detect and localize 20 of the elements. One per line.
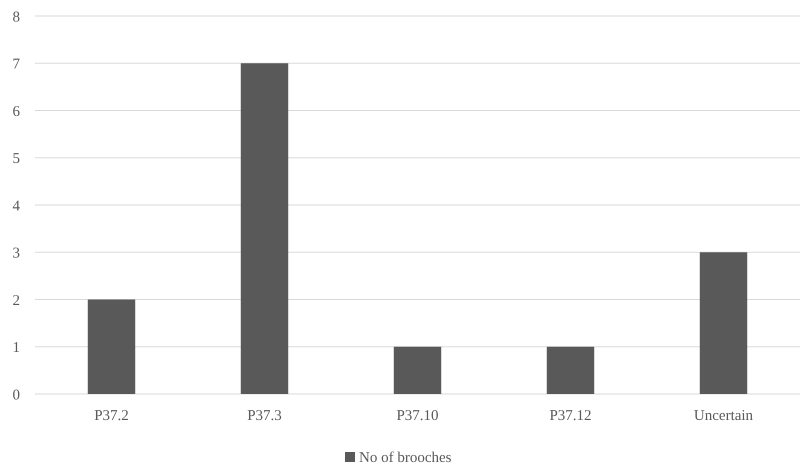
- y-tick-label: 0: [12, 387, 20, 404]
- y-tick-label: 7: [12, 56, 20, 72]
- x-tick-label: P37.12: [549, 408, 592, 424]
- y-tick-label: 5: [12, 151, 20, 167]
- y-tick-label: 6: [12, 104, 20, 120]
- y-tick-label: 2: [12, 292, 20, 309]
- x-tick-label: P37.2: [94, 408, 129, 424]
- y-tick-label: 4: [12, 198, 20, 214]
- legend-label: No of brooches: [359, 450, 452, 466]
- y-tick-label: 8: [12, 9, 20, 26]
- y-tick-label: 3: [12, 246, 20, 262]
- bar: [240, 63, 288, 394]
- bar: [394, 346, 442, 394]
- bar: [546, 346, 594, 394]
- bar: [88, 300, 136, 394]
- x-tick-label: Uncertain: [694, 408, 754, 424]
- y-tick-label: 1: [12, 340, 20, 356]
- x-tick-label: P37.10: [396, 408, 439, 424]
- x-tick-label: P37.3: [247, 408, 282, 424]
- bar: [700, 252, 748, 394]
